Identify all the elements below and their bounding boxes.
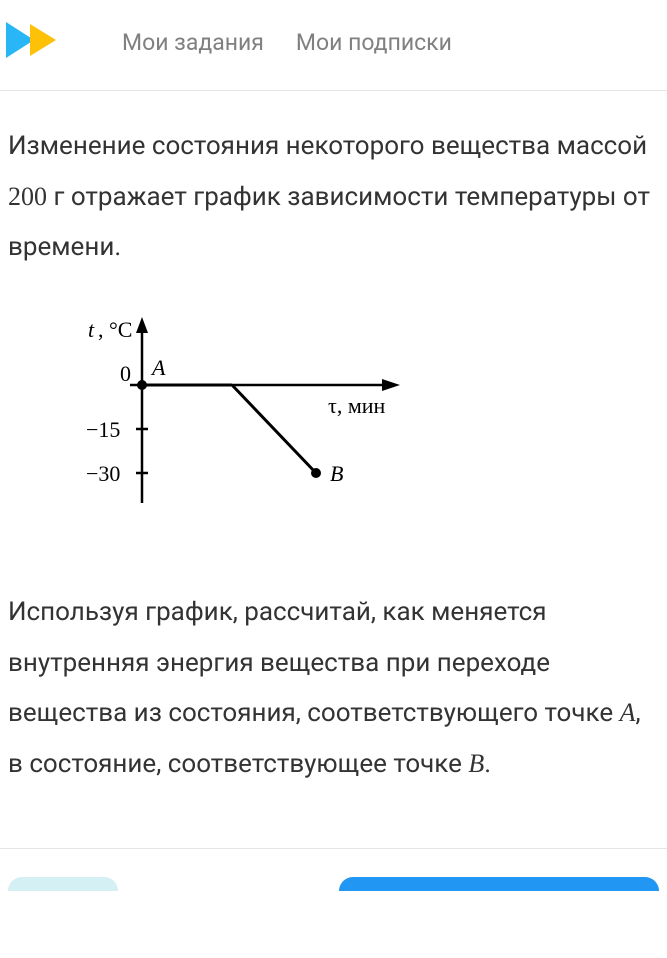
svg-text:, °C: , °C	[98, 317, 132, 342]
button-left[interactable]	[8, 877, 118, 891]
problem-text-2: г отражает график зависимости температур…	[8, 182, 650, 263]
nav-subscriptions[interactable]: Мои подписки	[296, 29, 452, 56]
tick-neg30: −30	[86, 461, 120, 486]
problem-text-5: .	[484, 749, 491, 779]
footer-buttons	[0, 877, 667, 891]
tick-0: 0	[120, 361, 131, 386]
logo[interactable]	[4, 18, 68, 66]
svg-text:τ, мин: τ, мин	[328, 393, 386, 418]
button-right[interactable]	[339, 877, 659, 891]
problem-text-3: Используя график, рассчитай, как меняетс…	[8, 597, 620, 728]
point-a-label: A	[150, 355, 166, 380]
point-a-var: A	[620, 698, 636, 727]
nav-links: Мои задания Мои подписки	[122, 29, 452, 56]
mass-value: 200	[8, 182, 47, 211]
header: Мои задания Мои подписки	[0, 0, 667, 91]
problem-intro: Изменение состояния некоторого вещества …	[8, 121, 659, 273]
point-b-var: B	[468, 749, 484, 778]
content: Изменение состояния некоторого вещества …	[0, 91, 667, 820]
graph: t , °C τ, мин 0 −15 −30 A B	[52, 313, 659, 517]
point-b-label: B	[330, 461, 343, 486]
nav-tasks[interactable]: Мои задания	[122, 29, 264, 56]
problem-text-1: Изменение состояния некоторого вещества …	[8, 131, 647, 161]
svg-text:t: t	[88, 317, 95, 342]
divider	[0, 848, 667, 849]
problem-question: Используя график, рассчитай, как меняетс…	[8, 587, 659, 790]
tick-neg15: −15	[86, 417, 120, 442]
